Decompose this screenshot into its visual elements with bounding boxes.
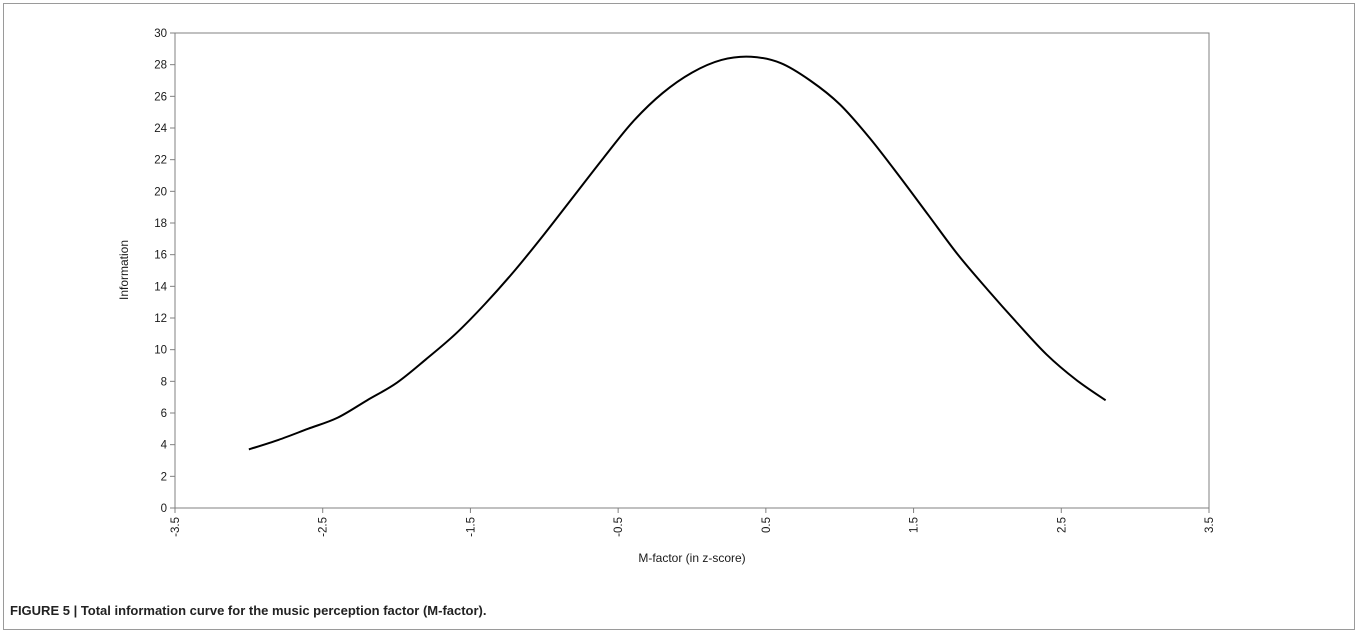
y-tick-label: 2 [161, 471, 167, 483]
y-tick-label: 20 [154, 186, 167, 198]
y-tick-label: 8 [161, 376, 167, 388]
x-tick-label: 1.5 [909, 517, 921, 533]
x-axis-ticks: -3.5 -2.5 -1.5 -0.5 0.5 1.5 2.5 3.5 [170, 508, 1216, 537]
x-tick-label: -1.5 [465, 517, 477, 537]
information-curve-line [248, 55, 1107, 451]
y-tick-label: 28 [154, 60, 167, 72]
plot-area [174, 32, 1210, 509]
y-tick-label: 22 [154, 155, 167, 167]
x-tick-label: 0.5 [761, 517, 773, 533]
x-tick-label: -3.5 [170, 517, 182, 537]
y-tick-label: 18 [154, 218, 167, 230]
figure-frame [3, 3, 1355, 630]
y-tick-label: 12 [154, 313, 167, 325]
y-tick-label: 16 [154, 250, 167, 262]
y-tick-label: 30 [154, 28, 167, 40]
y-tick-label: 4 [161, 440, 168, 452]
y-axis-title: Information [117, 240, 131, 300]
x-axis-title: M-factor (in z-score) [638, 551, 745, 565]
y-tick-label: 10 [154, 345, 167, 357]
x-tick-label: -0.5 [613, 517, 625, 537]
y-tick-label: 26 [154, 91, 167, 103]
y-tick-label: 14 [154, 281, 167, 293]
series-layer [248, 55, 1107, 451]
x-tick-label: -2.5 [318, 517, 330, 537]
y-tick-label: 6 [161, 408, 167, 420]
x-tick-label: 2.5 [1056, 517, 1068, 533]
y-tick-label: 24 [154, 123, 167, 135]
y-tick-label: 0 [161, 503, 167, 515]
figure-caption: FIGURE 5 | Total information curve for t… [10, 603, 487, 618]
x-tick-label: 3.5 [1204, 517, 1216, 533]
